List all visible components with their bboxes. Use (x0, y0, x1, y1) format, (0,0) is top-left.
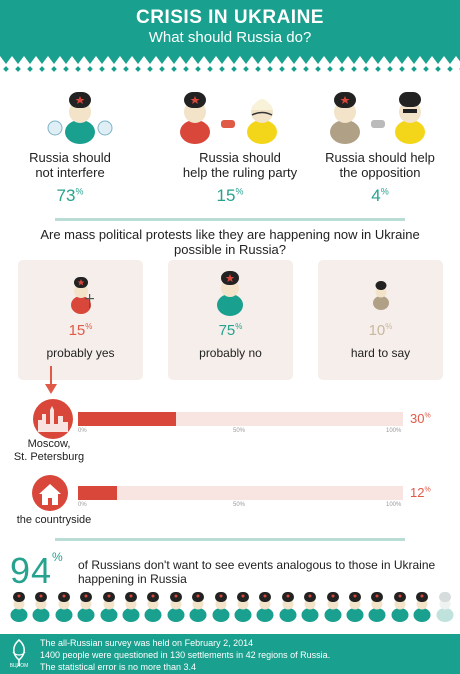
protester-figure-icon (71, 277, 94, 314)
option-label-help-ruling-party: Russia should help the ruling party (182, 150, 298, 180)
section-divider (55, 218, 405, 221)
option-value-help-opposition: 4% (371, 186, 389, 205)
footer-line-1: The all-Russian survey was held on Febru… (40, 638, 254, 648)
answer-label-probably-yes: probably yes (46, 346, 115, 360)
answer-value-probably-no: 75% (218, 322, 243, 339)
answer-label-hard-to-say: hard to say (350, 346, 411, 360)
bar-value-city: 30% (410, 411, 431, 426)
person-icon (77, 592, 95, 622)
person-icon (368, 592, 386, 622)
house-icon (32, 475, 68, 511)
help-ruling-party-figures-icon (180, 92, 277, 144)
page-title: CRISIS IN UKRAINE (136, 7, 324, 28)
person-icon (100, 592, 118, 622)
option-value-not-interfere: 73% (56, 186, 84, 205)
decorative-fringe (0, 52, 460, 72)
tick-0: 0% (78, 502, 87, 508)
person-icon (391, 592, 409, 622)
person-icon (301, 592, 319, 622)
bar-track-countryside: 0% 50% 100% (78, 486, 403, 508)
bar-label-city: Moscow, St. Petersburg (13, 438, 85, 463)
answer-card-probably-no: 75% probably no (168, 260, 293, 380)
person-icon (346, 592, 364, 622)
tick-50: 50% (233, 428, 246, 434)
header-banner: CRISIS IN UKRAINE What should Russia do? (0, 0, 460, 52)
person-icon (122, 592, 140, 622)
bar-fill-countryside (78, 486, 117, 500)
arrow-down-icon (45, 366, 57, 394)
answer-value-probably-yes: 15% (68, 322, 93, 339)
option-value-help-ruling-party: 15% (216, 186, 244, 205)
person-icon (55, 592, 73, 622)
person-icon (32, 592, 50, 622)
person-icon (279, 592, 297, 622)
footer-line-2: 1400 people were questioned in 130 settl… (40, 650, 331, 660)
summary-value: 94% (10, 550, 64, 591)
page-subtitle: What should Russia do? (148, 29, 312, 46)
calm-figure-icon (217, 271, 243, 316)
footer: ВЦИОМ The all-Russian survey was held on… (0, 634, 460, 674)
logo-text: ВЦИОМ (9, 663, 29, 669)
tick-100: 100% (386, 428, 402, 434)
person-icon (436, 592, 454, 622)
person-icon (324, 592, 342, 622)
help-opposition-figures-icon (330, 92, 425, 144)
city-icon (33, 399, 73, 439)
protest-question: Are mass political protests like they ar… (40, 227, 420, 257)
tick-50: 50% (233, 502, 246, 508)
bar-label-countryside: the countryside (16, 514, 92, 526)
person-icon (256, 592, 274, 622)
summary-text: of Russians don't want to see events ana… (78, 558, 436, 586)
tick-100: 100% (386, 502, 402, 508)
person-icon (189, 592, 207, 622)
answer-card-probably-yes: 15% probably yes (18, 260, 143, 380)
answer-label-probably-no: probably no (199, 346, 262, 360)
footer-line-3: The statistical error is no more than 3.… (40, 662, 197, 672)
bar-value-countryside: 12% (410, 485, 431, 500)
option-label-help-opposition: Russia should help the opposition (325, 150, 435, 180)
answer-value-hard-to-say: 10% (368, 322, 393, 339)
person-icon (234, 592, 252, 622)
person-icon (212, 592, 230, 622)
vciom-logo-icon (12, 639, 26, 666)
unsure-figure-icon (373, 281, 389, 310)
person-icon (10, 592, 28, 622)
bar-track-city: 0% 50% 100% (78, 412, 403, 434)
person-icon (167, 592, 185, 622)
tick-0: 0% (78, 428, 87, 434)
answer-card-hard-to-say: 10% hard to say (318, 260, 443, 380)
bar-fill-city (78, 412, 176, 426)
people-row (8, 590, 456, 624)
person-icon (413, 592, 431, 622)
person-icon (144, 592, 162, 622)
option-label-not-interfere: Russia should not interfere (29, 150, 111, 180)
section-divider (55, 538, 405, 541)
non-interfere-figure-icon (47, 92, 113, 144)
